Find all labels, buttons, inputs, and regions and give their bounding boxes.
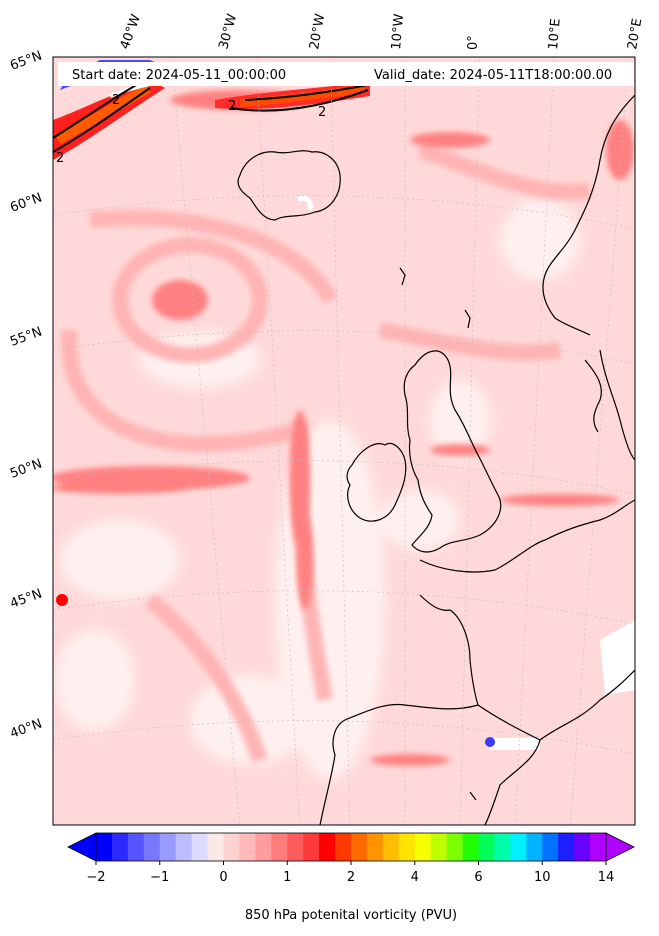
colorbar-swatch bbox=[558, 833, 575, 861]
colorbar-swatch bbox=[335, 833, 352, 861]
valid-date-label: Valid_date: 2024-05-11T18:00:00.00 bbox=[374, 68, 612, 83]
colorbar-swatch bbox=[223, 833, 240, 861]
header-box bbox=[58, 62, 634, 86]
longitude-labels: 40°W 30°W 20°W 10°W 0° 10°E 20°E bbox=[118, 12, 646, 51]
lat-label-5: 45°N bbox=[8, 586, 44, 611]
mediterranean-coast bbox=[539, 669, 635, 741]
medium-bands bbox=[61, 142, 592, 763]
ireland-outline bbox=[346, 442, 407, 522]
faroe bbox=[399, 267, 406, 286]
latitude-labels: 65°N 60°N 55°N 50°N 45°N 40°N bbox=[8, 48, 44, 741]
colorbar-swatch bbox=[239, 833, 256, 861]
france-coast bbox=[419, 594, 479, 706]
map-frame bbox=[52, 56, 636, 826]
pv-field: 2 2 2 2 bbox=[53, 57, 635, 825]
colorbar-swatch bbox=[271, 833, 288, 861]
colorbar-swatch bbox=[143, 833, 161, 861]
colorbar-tick-label: 4 bbox=[411, 870, 419, 885]
colorbar-title: 850 hPa potenital vorticity (PVU) bbox=[245, 908, 457, 923]
colorbar-tick-label: 10 bbox=[534, 870, 551, 885]
colorbar-swatch bbox=[191, 833, 209, 861]
denmark-coast bbox=[584, 359, 602, 433]
lat-label-2: 60°N bbox=[8, 190, 44, 215]
lat-label-4: 50°N bbox=[8, 456, 44, 481]
colorbar-extend-high bbox=[605, 832, 635, 862]
lat-label-1: 65°N bbox=[8, 48, 44, 73]
colorbar-swatch bbox=[351, 833, 368, 861]
continental-coast bbox=[419, 499, 635, 573]
colorbar-swatch bbox=[446, 833, 464, 861]
graticule bbox=[53, 57, 635, 825]
norway-coast bbox=[542, 94, 635, 336]
coastlines bbox=[237, 94, 635, 825]
lon-label-6: 10°E bbox=[546, 18, 564, 50]
colorbar-tick-label: 6 bbox=[474, 870, 482, 885]
shetland bbox=[464, 309, 471, 329]
great-britain-outline bbox=[403, 350, 502, 553]
lat-label-3: 55°N bbox=[8, 324, 44, 349]
colorbar-swatch bbox=[590, 833, 607, 861]
strong-bands bbox=[53, 90, 634, 766]
contour-label-3: 2 bbox=[228, 99, 236, 114]
balearic bbox=[469, 791, 477, 801]
colorbar-swatch bbox=[111, 833, 129, 861]
colorbar-swatch bbox=[398, 833, 416, 861]
colorbar-swatch bbox=[255, 833, 272, 861]
colorbar-swatch bbox=[303, 833, 320, 861]
contour-label-2: 2 bbox=[112, 93, 120, 108]
contour-label-1: 2 bbox=[56, 151, 64, 166]
colorbar-swatch bbox=[319, 833, 336, 861]
iceland-outline bbox=[237, 150, 341, 221]
colorbar-swatch bbox=[414, 833, 432, 861]
colorbar-tick-label: −1 bbox=[150, 870, 169, 885]
pv-2-contours bbox=[53, 83, 369, 153]
iberia-east bbox=[477, 704, 541, 825]
colorbar-swatch bbox=[542, 833, 559, 861]
colorbar: −2 −1 0 1 2 4 6 10 14 bbox=[67, 832, 635, 885]
lon-label-7: 20°E bbox=[625, 17, 645, 50]
colorbar-swatch bbox=[159, 833, 177, 861]
start-date-label: Start date: 2024-05-11_00:00:00 bbox=[72, 68, 286, 83]
colorbar-swatch bbox=[494, 833, 511, 861]
colorbar-swatch bbox=[207, 833, 224, 861]
lon-label-5: 0° bbox=[466, 35, 481, 50]
colorbar-tick-label: 0 bbox=[219, 870, 227, 885]
colorbar-tick-label: 14 bbox=[598, 870, 615, 885]
contour-label-4: 2 bbox=[318, 105, 326, 120]
colorbar-swatch bbox=[510, 833, 527, 861]
colorbar-swatch bbox=[175, 833, 193, 861]
colorbar-swatch bbox=[574, 833, 591, 861]
colorbar-swatch bbox=[127, 833, 145, 861]
colorbar-tick-label: 2 bbox=[347, 870, 355, 885]
lon-label-1: 40°W bbox=[118, 12, 144, 51]
colorbar-swatch bbox=[366, 833, 384, 861]
lon-label-4: 10°W bbox=[389, 13, 407, 50]
colorbar-swatch bbox=[526, 833, 543, 861]
colorbar-extend-low bbox=[67, 832, 97, 862]
colorbar-swatch bbox=[478, 833, 495, 861]
colorbar-swatch bbox=[382, 833, 400, 861]
iberia-outline bbox=[319, 703, 479, 825]
sweden-coast bbox=[599, 349, 635, 461]
lat-label-6: 40°N bbox=[8, 716, 44, 741]
colorbar-swatch bbox=[462, 833, 479, 861]
colorbar-swatch bbox=[96, 833, 113, 861]
colorbar-swatch bbox=[287, 833, 304, 861]
colorbar-tick-label: −2 bbox=[86, 870, 105, 885]
colorbar-swatch bbox=[430, 833, 448, 861]
lon-label-2: 30°W bbox=[216, 12, 240, 51]
colorbar-tick-label: 1 bbox=[283, 870, 291, 885]
lon-label-3: 20°W bbox=[307, 13, 328, 51]
